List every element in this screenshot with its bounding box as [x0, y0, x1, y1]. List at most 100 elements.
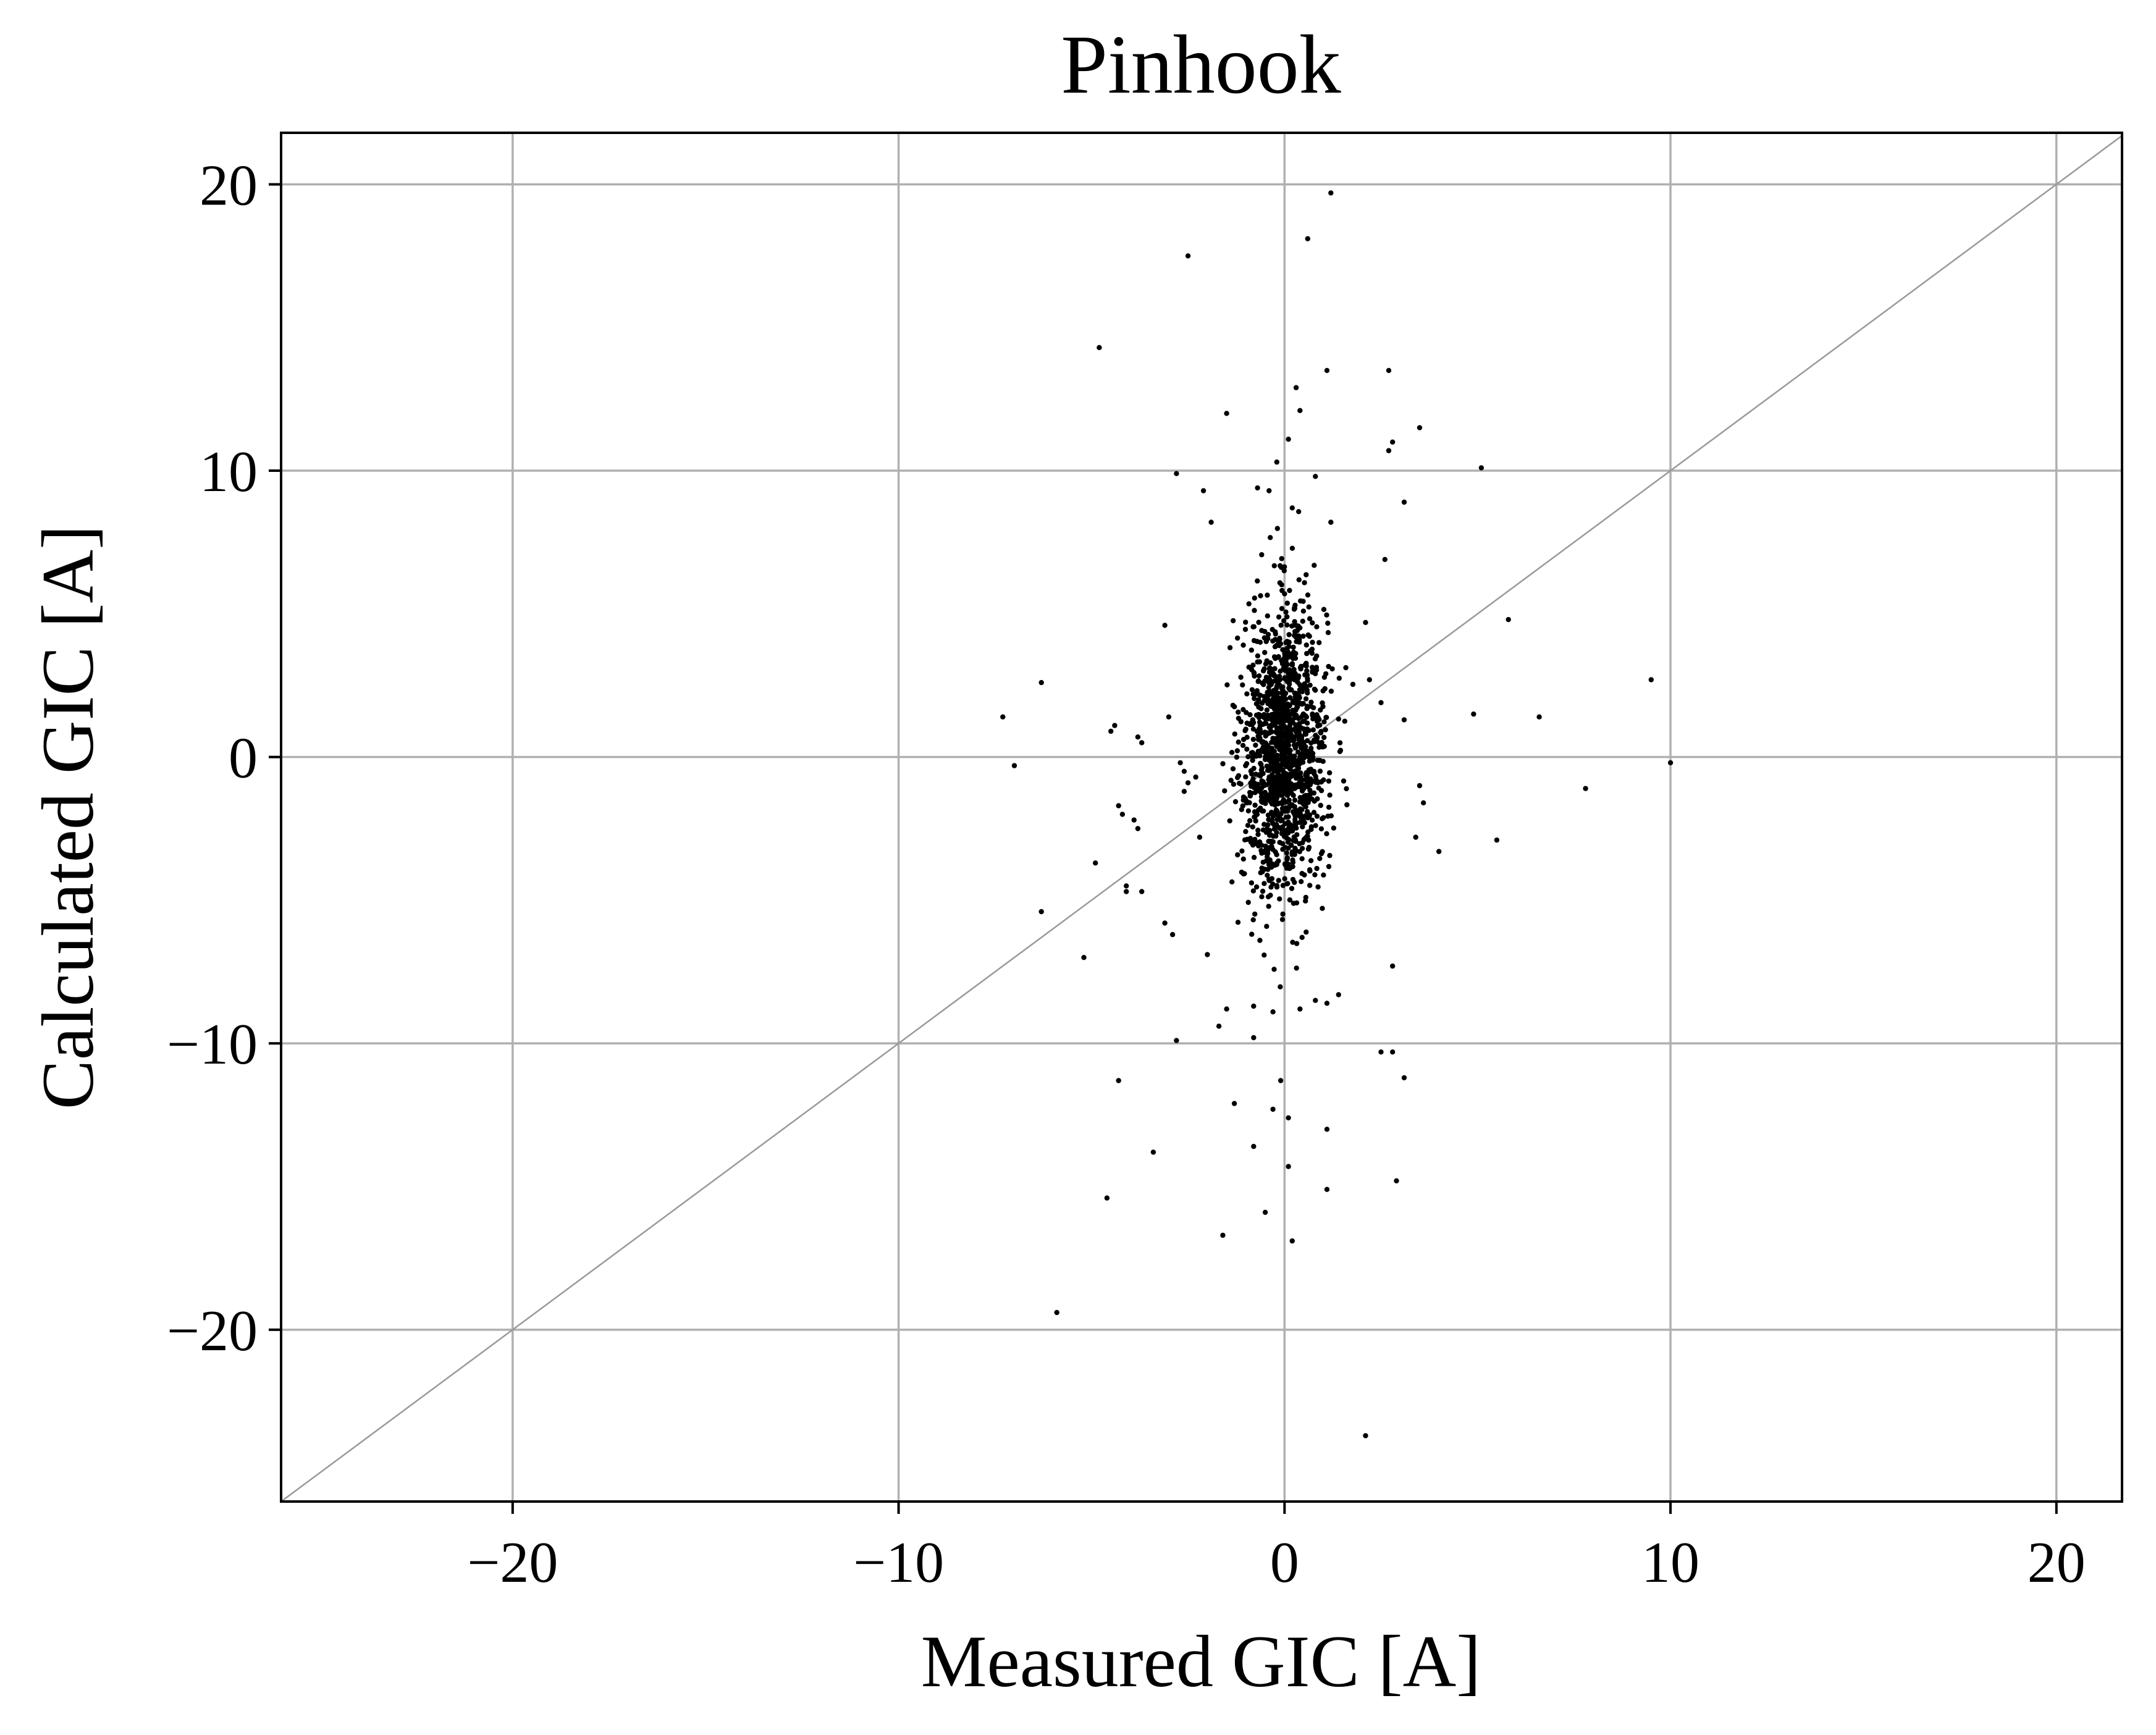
data-point — [1258, 791, 1265, 796]
data-point — [1124, 889, 1129, 894]
data-point — [1314, 653, 1320, 659]
data-point — [1314, 624, 1320, 629]
data-point — [1277, 839, 1282, 846]
data-point — [1318, 826, 1324, 832]
data-point — [1310, 620, 1315, 626]
data-point — [1436, 849, 1442, 854]
y-tick-label: −10 — [167, 1012, 258, 1077]
data-point — [1274, 852, 1279, 857]
data-point — [1240, 871, 1247, 877]
data-point — [1224, 411, 1229, 416]
data-point — [1315, 796, 1320, 802]
data-point — [1310, 705, 1316, 711]
data-point — [1284, 792, 1291, 798]
data-point — [1280, 883, 1286, 888]
data-point — [1302, 580, 1307, 586]
data-point — [1286, 1115, 1291, 1121]
data-point — [1174, 1038, 1179, 1043]
data-point — [1253, 742, 1258, 748]
data-point — [1280, 789, 1286, 795]
data-point — [1251, 624, 1257, 629]
data-points — [1000, 190, 1674, 1439]
data-point — [1264, 658, 1270, 664]
data-point — [1131, 817, 1137, 823]
data-point — [1284, 662, 1291, 668]
data-point — [1258, 593, 1263, 599]
data-point — [1314, 813, 1320, 819]
data-point — [1313, 687, 1318, 693]
data-point — [1312, 872, 1318, 878]
data-point — [1282, 652, 1288, 658]
data-point — [1294, 691, 1299, 697]
data-point — [1291, 607, 1297, 612]
data-point — [1265, 697, 1271, 702]
data-point — [1298, 700, 1303, 707]
data-point — [1342, 718, 1347, 724]
data-point — [1282, 845, 1288, 851]
data-point — [1382, 557, 1388, 562]
data-point — [1259, 552, 1265, 558]
data-point — [1304, 738, 1310, 744]
data-point — [1252, 608, 1257, 613]
data-point — [1271, 967, 1277, 972]
data-point — [1260, 859, 1266, 865]
data-point — [1292, 619, 1297, 624]
data-point — [1279, 817, 1285, 823]
data-point — [1303, 572, 1309, 578]
data-point — [1260, 808, 1265, 814]
data-point — [1274, 690, 1281, 696]
data-point — [1306, 604, 1312, 610]
data-point — [1267, 779, 1273, 784]
data-point — [1291, 644, 1296, 650]
data-point — [1265, 636, 1271, 642]
data-point — [1344, 786, 1349, 792]
data-point — [1292, 786, 1297, 791]
data-point — [1245, 899, 1251, 905]
data-point — [1366, 677, 1372, 683]
data-point — [1295, 633, 1302, 639]
data-point — [1243, 620, 1249, 625]
data-point — [1494, 837, 1500, 843]
data-point — [1276, 776, 1281, 781]
data-point — [1244, 720, 1250, 726]
data-point — [1278, 623, 1284, 628]
data-point — [1257, 735, 1263, 741]
data-point — [1250, 888, 1257, 894]
data-point — [1413, 834, 1418, 840]
data-point — [1247, 818, 1253, 823]
y-axis-label: Calculated GIC [A] — [27, 525, 109, 1109]
data-point — [1324, 368, 1330, 373]
data-point — [1275, 720, 1281, 725]
data-point — [1169, 931, 1176, 938]
data-point — [1336, 675, 1342, 681]
data-point — [1261, 666, 1267, 672]
data-point — [1302, 731, 1308, 737]
data-point — [1240, 682, 1245, 688]
data-point — [1228, 778, 1234, 783]
data-point — [1284, 856, 1290, 862]
data-point — [1297, 799, 1303, 805]
data-point — [1270, 881, 1276, 887]
data-point — [1304, 813, 1310, 819]
data-point — [1310, 639, 1315, 645]
data-point — [1390, 1049, 1396, 1055]
data-point — [1324, 1127, 1330, 1132]
data-point — [1295, 741, 1300, 747]
data-point — [1290, 857, 1295, 863]
data-point — [1471, 711, 1476, 717]
data-point — [1302, 820, 1307, 826]
data-point — [1274, 704, 1280, 710]
data-point — [1274, 725, 1280, 731]
data-point — [1261, 952, 1267, 958]
data-point — [1327, 770, 1333, 776]
data-point — [1255, 678, 1261, 684]
data-point — [1326, 804, 1332, 810]
data-point — [1337, 740, 1343, 746]
data-point — [1289, 711, 1295, 716]
data-point — [1250, 726, 1257, 732]
data-point — [1286, 742, 1292, 748]
data-point — [1401, 499, 1407, 505]
data-point — [1303, 929, 1309, 935]
data-point — [1274, 862, 1279, 867]
